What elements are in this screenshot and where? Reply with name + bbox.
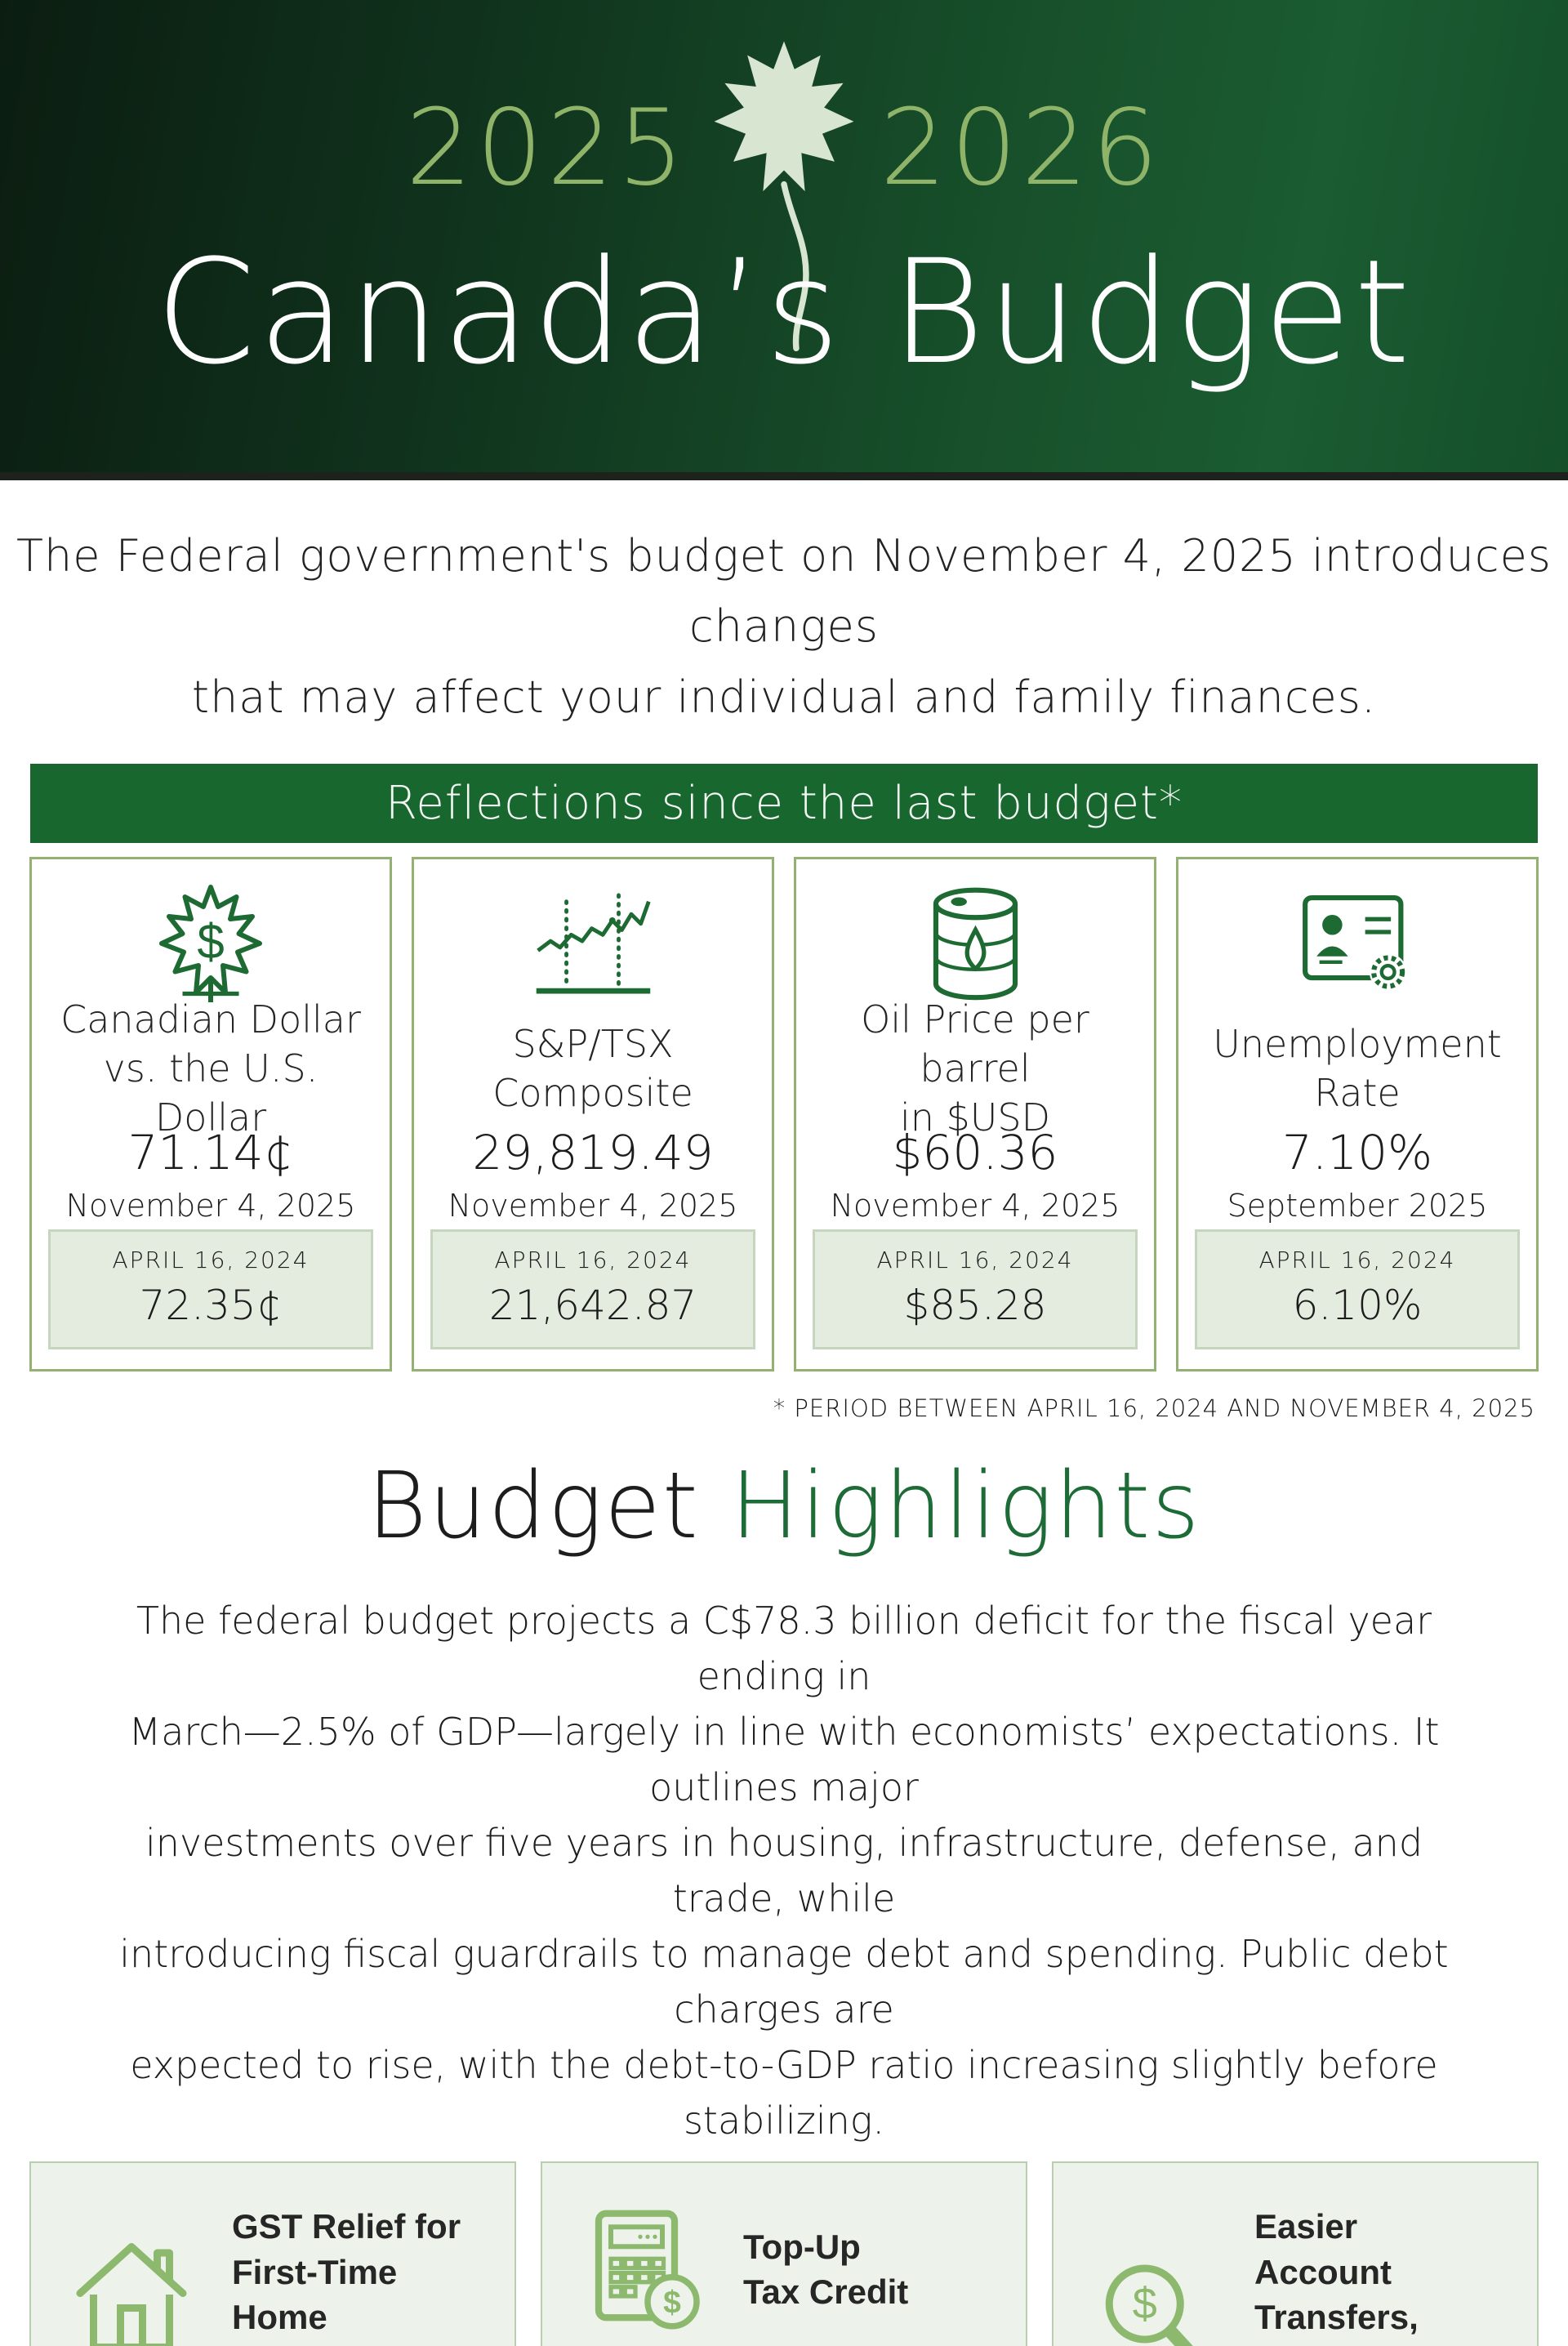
stat-previous-value: 21,642.87 (488, 1282, 697, 1330)
highlight-card-title: GST Relief for First-Time Home Buyers (232, 2207, 461, 2346)
highlight-card-title: Top-Up Tax Credit (743, 2227, 909, 2312)
highlights-title-dark: Budget (367, 1453, 700, 1560)
stats-row: $ Canadian Dollar vs. the U.S. Dollar 71… (29, 857, 1539, 1372)
stat-previous-date: APRIL 16, 2024 (112, 1247, 310, 1274)
stat-previous-value: 72.35¢ (139, 1282, 283, 1330)
oil-barrel-icon (920, 882, 1031, 1005)
stat-card-tsx: S&P/TSX Composite 29,819.49 November 4, … (412, 857, 774, 1372)
highlights-title-green: Highlights (699, 1453, 1201, 1560)
stat-date: November 4, 2025 (65, 1187, 356, 1224)
stat-title: S&P/TSX Composite (492, 1022, 693, 1116)
highlight-cards-row: GST Relief for First-Time Home Buyers Ca… (29, 2161, 1539, 2346)
reflections-banner-label: Reflections since the last budget* (385, 777, 1183, 831)
stat-previous-value: $85.28 (903, 1282, 1047, 1330)
stat-value: 29,819.49 (472, 1125, 714, 1181)
certificate-icon (1296, 882, 1419, 1005)
highlight-card-header: $ Easier Account Transfers, Fewer Fees (1093, 2204, 1498, 2346)
page-title: Canada’s Budget (155, 229, 1413, 396)
stat-previous-box: APRIL 16, 2024 21,642.87 (430, 1229, 755, 1350)
stat-card-unemployment: Unemployment Rate 7.10% September 2025 A… (1176, 857, 1539, 1372)
stat-previous-date: APRIL 16, 2024 (494, 1247, 692, 1274)
stat-value: $60.36 (892, 1125, 1058, 1181)
stat-previous-box: APRIL 16, 2024 72.35¢ (48, 1229, 373, 1350)
highlight-card-title: Easier Account Transfers, Fewer Fees (1254, 2207, 1419, 2346)
stat-date: November 4, 2025 (448, 1187, 738, 1224)
year-right-label: 2026 (880, 87, 1163, 209)
stat-title: Unemployment Rate (1213, 1022, 1502, 1116)
svg-text:$: $ (1133, 2279, 1157, 2328)
header-years: 2025 2026 (0, 96, 1568, 201)
highlights-paragraph: The federal budget projects a C$78.3 bil… (119, 1598, 1449, 2143)
highlights-title: Budget Highlights (0, 1452, 1568, 1561)
calculator-dollar-icon: $ (581, 2204, 704, 2335)
stat-previous-box: APRIL 16, 2024 $85.28 (813, 1229, 1138, 1350)
stat-card-oil: Oil Price per barrel in $USD $60.36 Nove… (794, 857, 1156, 1372)
stat-previous-date: APRIL 16, 2024 (1258, 1247, 1456, 1274)
highlight-card-gst-relief: GST Relief for First-Time Home Buyers Ca… (29, 2161, 516, 2346)
stat-previous-value: 6.10% (1292, 1282, 1423, 1330)
stock-chart-icon (530, 882, 657, 1005)
stat-value: 71.14¢ (127, 1125, 294, 1181)
stat-title: Oil Price per barrel in $USD (861, 997, 1089, 1140)
stat-date: November 4, 2025 (830, 1187, 1120, 1224)
reflections-banner: Reflections since the last budget* (30, 764, 1538, 844)
maple-leaf-icon (714, 41, 854, 352)
house-icon (70, 2229, 193, 2346)
svg-text:$: $ (197, 914, 224, 969)
stat-date: September 2025 (1227, 1187, 1488, 1224)
year-left-label: 2025 (405, 87, 688, 209)
svg-text:$: $ (663, 2286, 681, 2321)
highlight-card-top-up-credit: $ Top-Up Tax Credit A temporary top-up t… (541, 2161, 1027, 2346)
highlight-card-account-transfers: $ Easier Account Transfers, Fewer Fees T… (1052, 2161, 1539, 2346)
stat-previous-date: APRIL 16, 2024 (876, 1247, 1074, 1274)
magnifier-dollar-icon: $ (1093, 2252, 1215, 2346)
stat-title: Canadian Dollar vs. the U.S. Dollar (60, 997, 361, 1140)
intro-text: The Federal government's budget on Novem… (16, 530, 1552, 723)
stat-card-cad-usd: $ Canadian Dollar vs. the U.S. Dollar 71… (29, 857, 392, 1372)
stat-previous-box: APRIL 16, 2024 6.10% (1195, 1229, 1520, 1350)
highlight-card-header: GST Relief for First-Time Home Buyers (70, 2204, 475, 2346)
period-footnote: * PERIOD BETWEEN APRIL 16, 2024 AND NOVE… (773, 1394, 1535, 1423)
header-banner: 2025 2026 Canada’s Budget (0, 0, 1568, 480)
highlight-card-header: $ Top-Up Tax Credit (581, 2204, 987, 2335)
maple-leaf-dollar-icon: $ (149, 882, 272, 1005)
stat-value: 7.10% (1281, 1125, 1433, 1181)
